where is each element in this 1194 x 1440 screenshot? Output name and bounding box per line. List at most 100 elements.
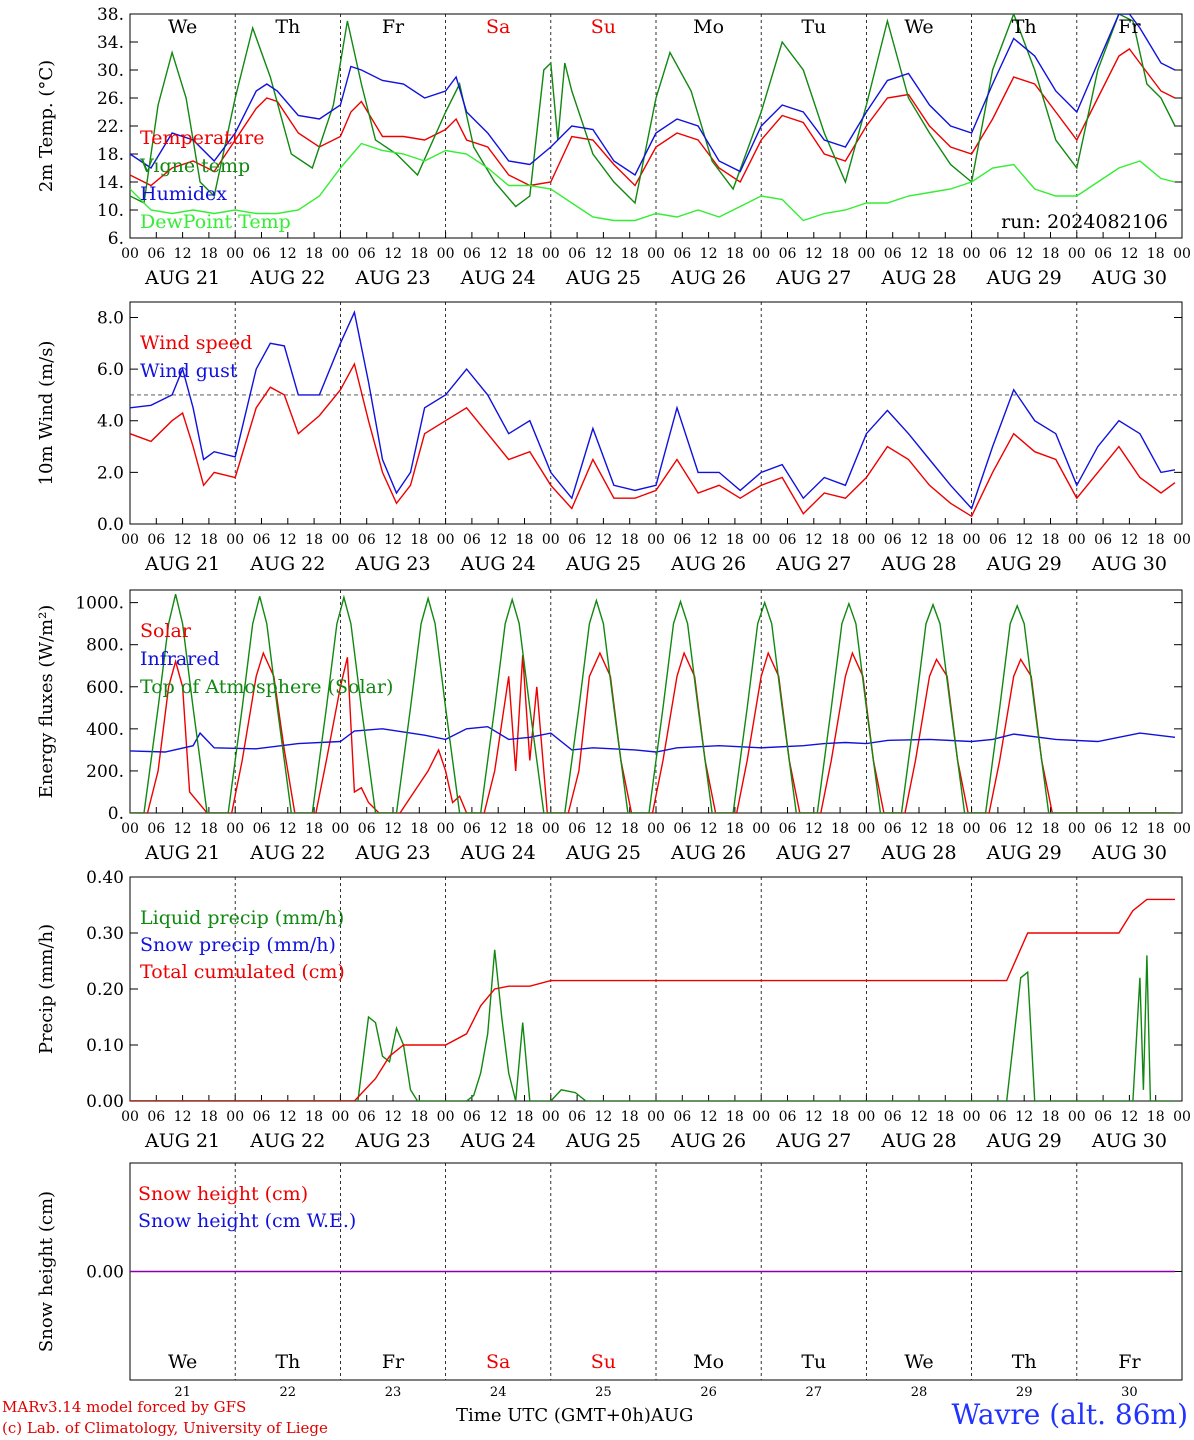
y-tick-label: 400. [86, 720, 124, 740]
x-hour-label: 00 [963, 246, 981, 262]
x-hour-label: 00 [752, 1109, 770, 1125]
x-hour-label: 00 [752, 532, 770, 548]
location-label: Wavre (alt. 86m) [951, 1398, 1188, 1431]
legend-label: Humidex [140, 183, 227, 205]
legend-label: Top of Atmosphere (Solar) [140, 676, 393, 698]
x-hour-label: 12 [384, 532, 402, 548]
x-date-label: AUG 22 [249, 553, 325, 575]
day-number-label: 22 [280, 1385, 297, 1400]
x-hour-label: 06 [779, 1109, 797, 1125]
day-of-week-label: Mo [693, 16, 724, 38]
x-hour-label: 06 [673, 821, 691, 837]
day-of-week-label: We [904, 1351, 933, 1373]
x-hour-label: 12 [700, 246, 718, 262]
x-hour-label: 00 [647, 821, 665, 837]
x-hour-label: 12 [1120, 821, 1138, 837]
x-hour-label: 18 [410, 246, 428, 262]
day-of-week-label: Th [275, 16, 300, 38]
x-date-label: AUG 27 [775, 1130, 851, 1152]
panel-4 [129, 876, 1183, 1102]
x-date-label: AUG 24 [460, 267, 536, 289]
legend-label: Snow height (cm) [138, 1183, 308, 1205]
y-tick-label: 0.0 [97, 515, 124, 535]
x-hour-label: 06 [463, 532, 481, 548]
x-hour-label: 12 [805, 246, 823, 262]
x-date-label: AUG 22 [249, 267, 325, 289]
day-of-week-label: Sa [486, 16, 510, 38]
x-hour-label: 06 [884, 821, 902, 837]
y-tick-label: 38. [97, 5, 124, 25]
x-hour-label: 12 [594, 532, 612, 548]
x-date-label: AUG 21 [144, 842, 220, 864]
day-of-week-label: Mo [693, 1351, 724, 1373]
x-date-label: AUG 21 [144, 1130, 220, 1152]
day-of-week-label: Fr [382, 1351, 405, 1373]
x-hour-label: 00 [1068, 246, 1086, 262]
credit-lab: (c) Lab. of Climatology, University of L… [2, 1419, 328, 1437]
x-hour-label: 12 [594, 246, 612, 262]
x-hour-label: 00 [331, 1109, 349, 1125]
day-of-week-label: Sa [486, 1351, 510, 1373]
x-hour-label: 18 [936, 246, 954, 262]
x-hour-label: 12 [910, 1109, 928, 1125]
day-number-label: 28 [911, 1385, 928, 1400]
x-hour-label: 12 [910, 246, 928, 262]
x-hour-label: 06 [568, 1109, 586, 1125]
month-label: AUG [650, 1405, 694, 1426]
y-tick-label: 4.0 [97, 412, 124, 432]
x-hour-label: 00 [1173, 1109, 1191, 1125]
x-hour-label: 06 [673, 532, 691, 548]
y-tick-label: 22. [97, 117, 124, 137]
x-hour-label: 12 [910, 821, 928, 837]
x-date-label: AUG 25 [565, 1130, 641, 1152]
y-tick-label: 30. [97, 61, 124, 81]
day-of-week-label: Tu [801, 16, 826, 38]
x-date-label: AUG 29 [986, 267, 1062, 289]
panel-2 [129, 301, 1183, 525]
x-axis-label: Time UTC (GMT+0h)AUG [456, 1405, 693, 1426]
x-date-label: AUG 24 [460, 1130, 536, 1152]
day-of-week-label: Th [1012, 1351, 1037, 1373]
x-hour-label: 06 [1094, 1109, 1112, 1125]
x-hour-label: 06 [884, 532, 902, 548]
x-hour-label: 00 [542, 821, 560, 837]
y-tick-label: 10. [97, 201, 124, 221]
x-hour-label: 00 [226, 246, 244, 262]
x-hour-label: 06 [884, 1109, 902, 1125]
legend-label: Liquid precip (mm/h) [140, 907, 344, 929]
x-hour-label: 18 [831, 532, 849, 548]
x-hour-label: 06 [568, 532, 586, 548]
x-hour-label: 18 [1147, 1109, 1165, 1125]
x-hour-label: 18 [410, 532, 428, 548]
series-line-temperature [130, 48, 1176, 187]
x-hour-label: 00 [331, 246, 349, 262]
x-hour-label: 06 [779, 246, 797, 262]
x-hour-label: 12 [489, 246, 507, 262]
x-hour-label: 12 [174, 246, 192, 262]
x-hour-label: 12 [384, 246, 402, 262]
day-of-week-label: Su [591, 1351, 616, 1373]
day-number-label: 24 [490, 1385, 507, 1400]
x-hour-label: 06 [253, 246, 271, 262]
y-tick-label: 0.30 [86, 924, 124, 944]
x-hour-label: 12 [805, 821, 823, 837]
x-hour-label: 06 [253, 1109, 271, 1125]
x-hour-label: 06 [253, 532, 271, 548]
x-date-label: AUG 24 [460, 842, 536, 864]
x-hour-label: 06 [147, 246, 165, 262]
x-date-label: AUG 27 [775, 267, 851, 289]
x-hour-label: 00 [857, 1109, 875, 1125]
x-date-label: AUG 26 [670, 267, 746, 289]
day-number-label: 27 [806, 1385, 823, 1400]
x-hour-label: 12 [1120, 1109, 1138, 1125]
x-hour-label: 12 [700, 821, 718, 837]
x-date-label: AUG 28 [880, 267, 956, 289]
x-hour-label: 06 [568, 821, 586, 837]
x-hour-label: 18 [621, 246, 639, 262]
x-hour-label: 12 [174, 821, 192, 837]
x-hour-label: 18 [516, 1109, 534, 1125]
day-of-week-label: Fr [1118, 16, 1141, 38]
x-date-label: AUG 29 [986, 553, 1062, 575]
x-hour-label: 06 [989, 532, 1007, 548]
